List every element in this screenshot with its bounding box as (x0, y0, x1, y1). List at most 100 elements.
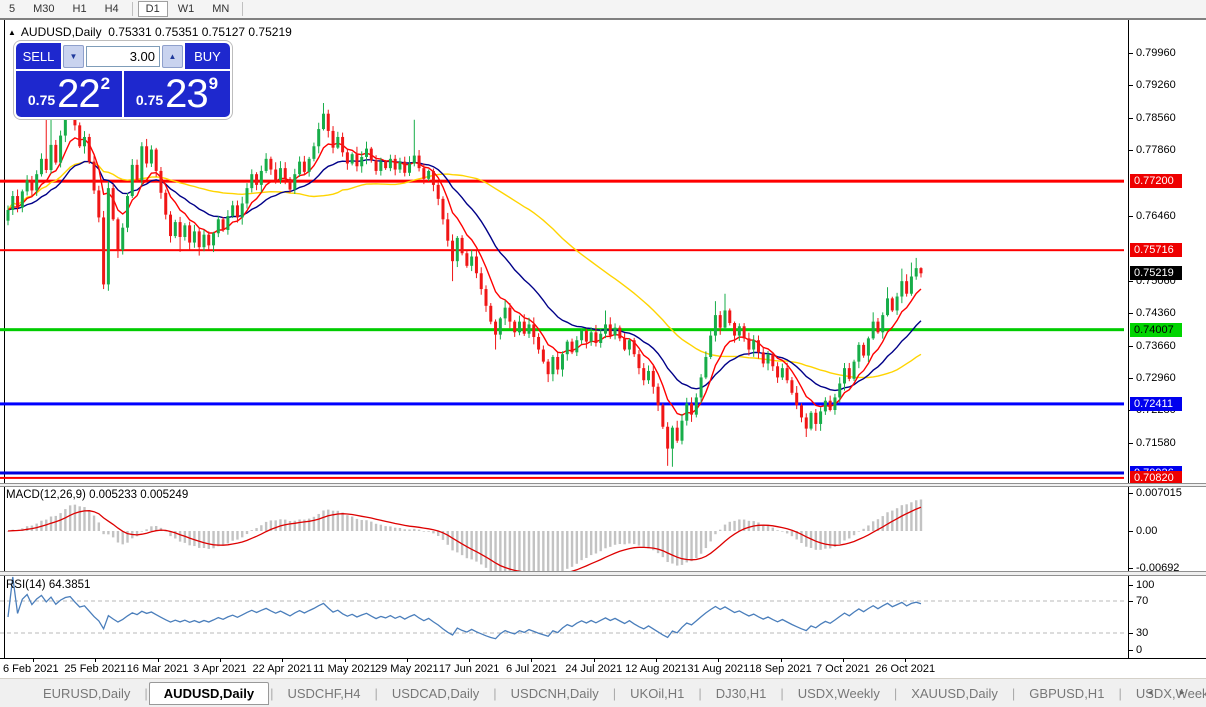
collapse-arrow-icon[interactable]: ▲ (8, 28, 16, 37)
date-label-0: 6 Feb 2021 (3, 663, 59, 675)
date-tick (344, 659, 346, 662)
buy-price-big: 23 (165, 72, 208, 116)
timeframe-button-H4[interactable]: H4 (104, 3, 119, 15)
timeframe-button-W1[interactable]: W1 (177, 3, 195, 15)
date-tick (469, 659, 471, 662)
date-label-12: 18 Sep 2021 (749, 663, 812, 675)
tab-usdcnh-daily-4[interactable]: USDCNH,Daily (510, 685, 599, 701)
date-tick (406, 659, 408, 662)
date-tick (718, 659, 720, 662)
date-tick (842, 659, 844, 662)
price-axis[interactable]: 0.79960 0.79260 0.78560 0.77860 0.76460 0.750… (1128, 20, 1206, 658)
volume-increase-button[interactable]: ▲ (162, 44, 183, 68)
date-label-11: 31 Aug 2021 (687, 663, 750, 675)
macd-indicator-label: MACD(12,26,9) 0.005233 0.005249 (6, 489, 189, 501)
chart-title-ohlc: 0.75331 0.75351 0.75127 0.75219 (108, 25, 292, 39)
tab-separator: | (698, 685, 702, 701)
level-badge-0.72411: 0.72411 (1130, 396, 1182, 411)
tab-separator: | (144, 685, 148, 701)
date-label-5: 11 May 2021 (313, 663, 376, 675)
date-tick (656, 659, 657, 662)
tab-scroll-right-icon[interactable]: ► (1178, 688, 1186, 697)
toolbar-separator (131, 2, 133, 16)
volume-input[interactable] (86, 45, 160, 67)
sell-price-big: 22 (57, 72, 100, 116)
date-tick (282, 659, 284, 662)
panel-separator-rsi[interactable] (0, 571, 1206, 576)
date-label-14: 26 Oct 2021 (875, 663, 936, 675)
rsi-indicator-label: RSI(14) 64.3851 (6, 579, 91, 591)
timeframe-button-M30[interactable]: M30 (33, 3, 55, 15)
sell-price-box[interactable]: 0.75 22 2 (16, 71, 122, 117)
tab-separator: | (612, 685, 617, 701)
timeframe-button-H1[interactable]: H1 (72, 3, 87, 15)
date-label-10: 12 Aug 2021 (625, 663, 687, 675)
level-line-0.70820[interactable] (0, 476, 1124, 479)
level-line-0.70926[interactable] (0, 471, 1124, 475)
level-line-0.77200[interactable] (0, 179, 1124, 183)
chart-title-symbol: AUDUSD,Daily (20, 25, 102, 39)
date-tick (33, 659, 34, 662)
date-tick (531, 659, 533, 662)
date-tick (157, 659, 159, 662)
panel-separator-macd[interactable] (0, 483, 1206, 487)
volume-decrease-button[interactable]: ▼ (63, 44, 84, 68)
one-click-trading-widget: SELL ▼ ▲ BUY 0.75 22 2 0.75 23 9 (14, 41, 232, 119)
date-label-7: 17 Jun 2021 (438, 663, 500, 675)
buy-price-box[interactable]: 0.75 23 9 (124, 71, 230, 117)
buy-button[interactable]: BUY (185, 43, 230, 69)
tab-usdx-weekly-10[interactable]: USDX,Weekly (1135, 685, 1206, 701)
date-label-1: 25 Feb 2021 (64, 663, 127, 675)
date-label-2: 16 Mar 2021 (126, 663, 189, 675)
date-label-13: 7 Oct 2021 (815, 663, 870, 675)
date-label-4: 22 Apr 2021 (252, 663, 312, 675)
tab-audusd-daily-1[interactable]: AUDUSD,Daily (148, 681, 270, 705)
price-chart-plot[interactable] (0, 20, 1128, 658)
buy-price-sup: 9 (208, 74, 219, 93)
tab-separator: | (780, 685, 784, 701)
date-tick (219, 659, 221, 662)
tab-ukoil-h1-5[interactable]: UKOil,H1 (630, 685, 685, 701)
timeframe-button-D1[interactable]: D1 (137, 1, 168, 17)
arrow-down-icon: ▼ (69, 51, 78, 61)
symbol-tab-bar: EURUSD,Daily | AUDUSD,Daily | USDCHF,H4 | USDC… (0, 678, 1206, 707)
timeframe-button-5[interactable]: 5 (9, 3, 16, 15)
chart-title: ▲ AUDUSD,Daily 0.75331 0.75351 0.75127 0.… (8, 25, 292, 39)
level-line-0.72411[interactable] (0, 402, 1124, 406)
tab-separator: | (893, 685, 898, 701)
rsi-line (7, 576, 922, 640)
arrow-up-icon: ▲ (168, 51, 177, 61)
date-label-6: 29 May 2021 (374, 663, 439, 675)
current-price-badge: 0.75219 (1130, 266, 1182, 281)
timeframe-button-MN[interactable]: MN (212, 3, 230, 15)
level-badge-0.70820: 0.70820 (1130, 470, 1182, 485)
tab-xauusd-daily-8[interactable]: XAUUSD,Daily (911, 685, 998, 701)
date-label-8: 6 Jul 2021 (506, 663, 557, 675)
tab-dj30-h1-6[interactable]: DJ30,H1 (715, 685, 767, 701)
candles (6, 99, 923, 467)
sell-price-small: 0.75 (27, 92, 56, 108)
toolbar-separator (242, 2, 244, 16)
sell-button[interactable]: SELL (16, 43, 61, 69)
tab-eurusd-daily-0[interactable]: EURUSD,Daily (43, 685, 131, 701)
date-label-3: 3 Apr 2021 (193, 663, 247, 675)
tab-separator: | (1011, 685, 1016, 701)
tab-separator: | (270, 685, 274, 701)
timeframe-toolbar: 5 M30 H1 H4 D1 W1 MN (0, 0, 1206, 19)
tab-usdchf-h4-2[interactable]: USDCHF,H4 (287, 685, 361, 701)
level-badge-0.75716: 0.75716 (1130, 243, 1182, 258)
date-tick (593, 659, 595, 662)
date-tick (905, 659, 907, 662)
tab-usdcad-daily-3[interactable]: USDCAD,Daily (391, 685, 480, 701)
date-axis[interactable]: 6 Feb 2021 25 Feb 2021 16 Mar 2021 3 Apr 20… (0, 658, 1206, 678)
tab-scroll-left-icon[interactable]: ◄ (1146, 688, 1154, 697)
tab-usdx-weekly-7[interactable]: USDX,Weekly (797, 685, 880, 701)
level-line-0.75716[interactable] (0, 249, 1124, 252)
level-line-0.74007[interactable] (0, 328, 1124, 332)
macd-signal-line (7, 506, 922, 575)
sell-price-sup: 2 (100, 74, 111, 93)
tab-separator: | (1118, 685, 1122, 701)
tab-separator: | (493, 685, 497, 701)
date-label-9: 24 Jul 2021 (565, 663, 623, 675)
tab-gbpusd-h1-9[interactable]: GBPUSD,H1 (1029, 685, 1105, 701)
